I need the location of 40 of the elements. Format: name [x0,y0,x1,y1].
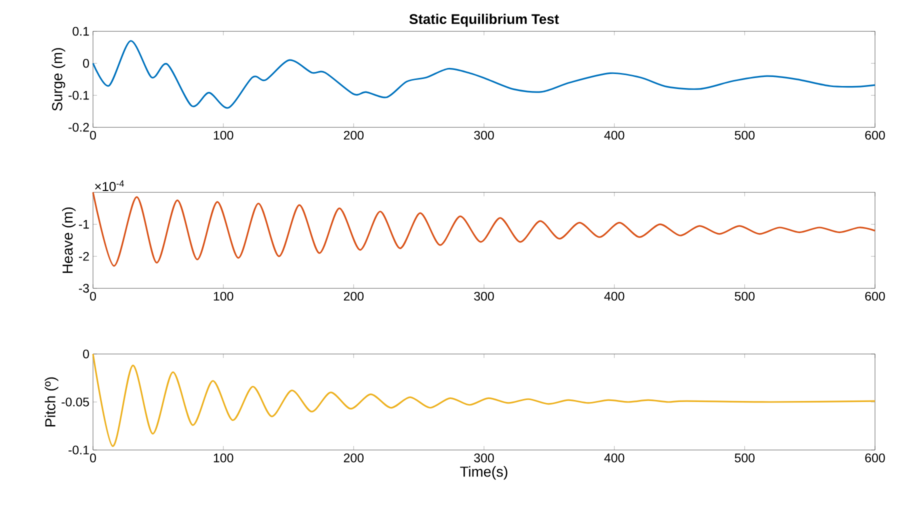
x-tick-label: 200 [344,130,364,140]
x-tick-label: 600 [865,130,885,140]
y-axis-title: Heave (m) [62,207,76,273]
y-tick-label: -3 [78,284,89,293]
x-tick-label: 0 [90,454,96,462]
y-tick-label: -0.05 [62,398,89,406]
x-tick-label: 0 [90,130,96,140]
x-tick-label: 600 [865,454,885,462]
x-axis-title: Time(s) [460,466,508,480]
x-tick-label: 100 [214,130,234,140]
x-tick-label: 400 [604,130,624,140]
y-tick-label: -2 [78,252,89,261]
y-tick-label: -0.2 [68,122,89,132]
x-tick-label: 500 [734,454,755,462]
x-tick-label: 300 [474,292,494,301]
line-series [92,191,876,267]
x-tick-label: 500 [734,130,755,140]
y-axis-title: Pitch (º) [44,377,58,426]
x-tick-label: 0 [90,292,96,301]
x-tick-label: 100 [214,292,234,301]
x-tick-label: 600 [865,292,885,301]
y-tick-label: 0.1 [72,26,89,36]
text: ×10$^{-4}$ [95,180,124,192]
x-tick-label: 100 [214,454,234,462]
x-tick-label: 200 [344,292,364,301]
x-tick-label: 300 [474,130,494,140]
line-series [92,353,876,447]
y-tick-label: 0 [83,58,89,68]
x-tick-label: 500 [734,292,755,301]
x-tick-label: 300 [474,454,494,462]
x-tick-label: 200 [344,454,364,462]
y-axis-title: Surge (m) [52,48,66,111]
chart-title: Static Equilibrium Test [409,14,559,27]
y-tick-label: -0.1 [68,446,89,454]
y-tick-label: -0.1 [68,90,89,100]
y-tick-label: -1 [78,220,89,229]
x-tick-label: 400 [604,454,624,462]
x-tick-label: 400 [604,292,624,301]
y-tick-label: 0 [83,350,89,358]
line-series [92,40,876,109]
